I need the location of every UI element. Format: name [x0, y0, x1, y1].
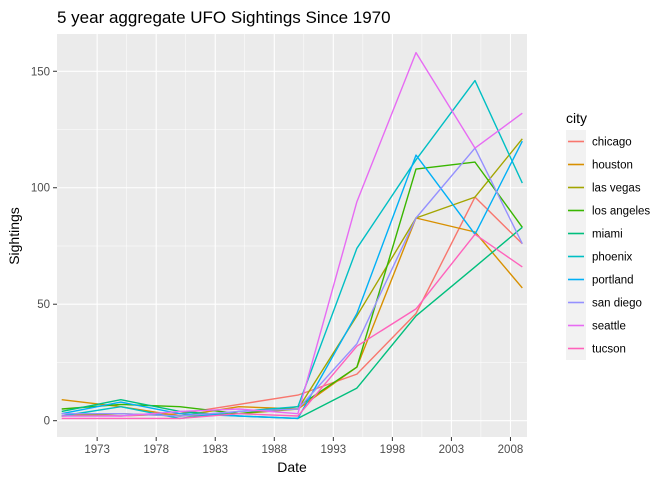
x-tick-label: 1993 [321, 444, 347, 456]
legend-label-chicago: chicago [592, 137, 632, 149]
x-tick-label: 1998 [380, 444, 406, 456]
x-tick-label: 1978 [143, 444, 169, 456]
y-axis: 0 50 100 150 [31, 66, 527, 428]
series-line-seattle [61, 51, 523, 417]
legend-label-las-vegas: las vegas [592, 183, 641, 195]
legend: city chicago houston las vegas los angeles m… [566, 110, 650, 360]
chart-title: 5 year aggregate UFO Sightings Since 197… [57, 8, 391, 27]
series-line-phoenix [61, 79, 523, 420]
legend-label-seattle: seattle [592, 321, 626, 333]
legend-label-los-angeles: los angeles [592, 206, 650, 218]
legend-label-phoenix: phoenix [592, 252, 633, 264]
y-tick-label: 100 [31, 183, 50, 195]
legend-label-miami: miami [592, 229, 623, 241]
x-axis: 1973 1978 1983 1988 1993 1998 2003 2008 [84, 34, 523, 456]
legend-label-houston: houston [592, 160, 633, 172]
y-tick-label: 50 [37, 299, 50, 311]
legend-label-san-diego: san diego [592, 298, 642, 310]
y-tick-label: 150 [31, 66, 50, 78]
plot-panel [57, 34, 527, 437]
y-axis-title: Sightings [6, 207, 22, 265]
x-axis-title: Date [277, 459, 307, 475]
series-line-portland [61, 140, 523, 420]
legend-label-portland: portland [592, 275, 634, 287]
x-tick-label: 1983 [202, 444, 228, 456]
x-tick-label: 2008 [498, 444, 524, 456]
x-tick-label: 1973 [84, 444, 110, 456]
series-line-chicago [61, 196, 523, 417]
legend-label-tucson: tucson [592, 344, 626, 356]
legend-title: city [566, 110, 587, 126]
x-tick-label: 2003 [439, 444, 465, 456]
series-line-tucson [61, 233, 523, 420]
y-tick-label: 0 [44, 416, 50, 428]
series-lines [61, 51, 523, 420]
x-tick-label: 1988 [261, 444, 287, 456]
